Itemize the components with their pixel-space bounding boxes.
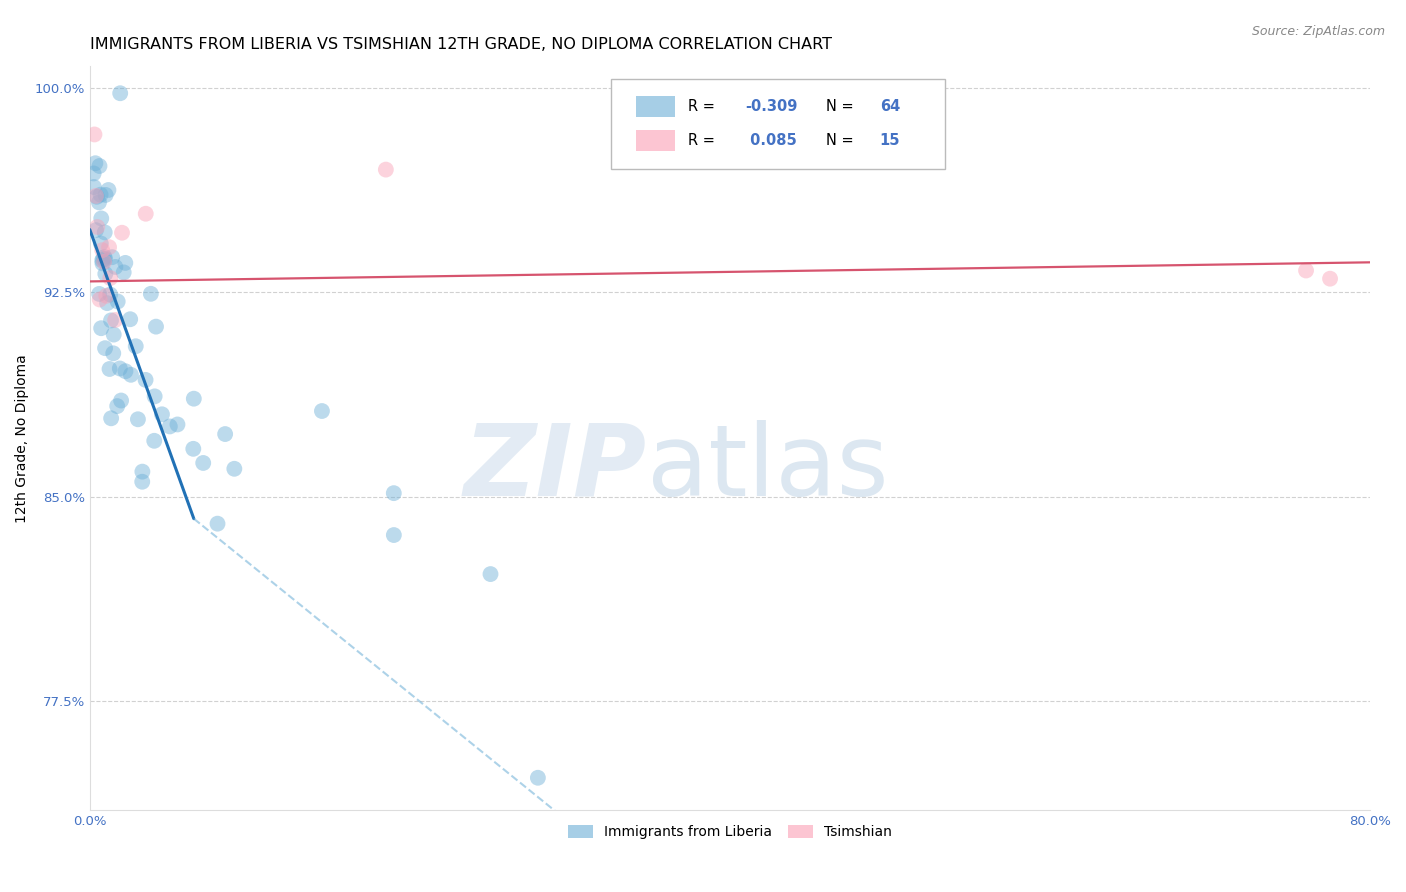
Point — [101, 250, 124, 264]
Point — [83, 128, 105, 142]
Point — [1319, 271, 1341, 285]
Point — [127, 412, 149, 426]
Point — [135, 207, 157, 221]
Point — [224, 462, 246, 476]
Y-axis label: 12th Grade, No Diploma: 12th Grade, No Diploma — [15, 354, 30, 523]
Point — [183, 392, 205, 406]
Point — [131, 465, 153, 479]
FancyBboxPatch shape — [637, 96, 675, 118]
Point — [90, 236, 112, 251]
Point — [98, 362, 121, 376]
Point — [207, 516, 229, 531]
Point — [125, 339, 148, 353]
Point — [159, 419, 181, 434]
Point — [93, 255, 115, 269]
Point — [91, 253, 114, 268]
Point — [120, 312, 142, 326]
Point — [84, 156, 107, 170]
Point — [93, 226, 115, 240]
Point — [96, 296, 118, 310]
Point — [150, 407, 173, 421]
Point — [103, 327, 125, 342]
FancyBboxPatch shape — [637, 130, 675, 151]
Point — [90, 187, 112, 202]
Point — [311, 404, 333, 418]
Point — [135, 373, 157, 387]
Point — [90, 211, 112, 226]
Point — [84, 223, 107, 237]
Point — [108, 361, 131, 376]
Point — [89, 287, 111, 301]
Point — [214, 427, 236, 442]
Point — [105, 399, 128, 413]
Point — [193, 456, 215, 470]
Point — [91, 252, 114, 266]
Point — [93, 250, 115, 264]
Point — [94, 252, 117, 266]
Point — [104, 313, 127, 327]
Legend: Immigrants from Liberia, Tsimshian: Immigrants from Liberia, Tsimshian — [562, 819, 898, 845]
Point — [94, 341, 117, 355]
Point — [84, 189, 107, 203]
Point — [91, 256, 114, 270]
Point — [104, 260, 127, 274]
Text: R =: R = — [688, 133, 720, 148]
Point — [108, 87, 131, 101]
Point — [98, 271, 121, 285]
Point — [86, 219, 108, 234]
Point — [382, 528, 405, 542]
Point — [112, 265, 135, 279]
Point — [114, 256, 136, 270]
Point — [143, 389, 166, 403]
Point — [89, 159, 111, 173]
Text: 15: 15 — [880, 133, 900, 148]
Point — [166, 417, 188, 432]
Point — [97, 183, 120, 197]
Point — [143, 434, 166, 448]
Point — [111, 226, 134, 240]
Point — [94, 188, 117, 202]
Point — [89, 293, 111, 307]
Text: 0.085: 0.085 — [745, 133, 797, 148]
Point — [86, 190, 108, 204]
Point — [131, 475, 153, 489]
Text: ZIP: ZIP — [464, 419, 647, 516]
Point — [90, 321, 112, 335]
Point — [110, 393, 132, 408]
Text: R =: R = — [688, 99, 720, 114]
Point — [98, 240, 121, 254]
Point — [91, 243, 114, 257]
Point — [145, 319, 167, 334]
Point — [382, 486, 405, 500]
Text: IMMIGRANTS FROM LIBERIA VS TSIMSHIAN 12TH GRADE, NO DIPLOMA CORRELATION CHART: IMMIGRANTS FROM LIBERIA VS TSIMSHIAN 12T… — [90, 37, 832, 53]
Point — [120, 368, 142, 382]
Point — [1295, 263, 1317, 277]
Point — [83, 180, 105, 194]
Point — [139, 286, 162, 301]
FancyBboxPatch shape — [610, 78, 945, 169]
Text: N =: N = — [825, 99, 858, 114]
Point — [114, 364, 136, 378]
Point — [103, 346, 125, 360]
Point — [94, 267, 117, 281]
Point — [96, 289, 118, 303]
Point — [479, 567, 502, 582]
Text: -0.309: -0.309 — [745, 99, 797, 114]
Point — [527, 771, 550, 785]
Text: atlas: atlas — [647, 419, 889, 516]
Point — [87, 195, 110, 210]
Point — [181, 442, 204, 456]
Point — [98, 287, 121, 301]
Text: N =: N = — [825, 133, 858, 148]
Text: 64: 64 — [880, 99, 900, 114]
Point — [107, 294, 129, 309]
Point — [100, 313, 122, 327]
Point — [374, 162, 396, 177]
Point — [83, 166, 105, 180]
Point — [100, 411, 122, 425]
Text: Source: ZipAtlas.com: Source: ZipAtlas.com — [1251, 25, 1385, 38]
